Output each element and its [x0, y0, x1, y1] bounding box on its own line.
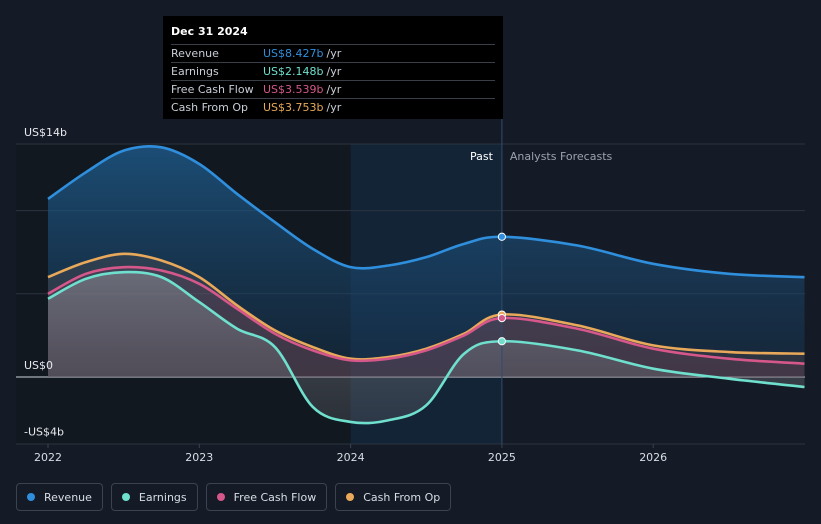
legend-item-revenue[interactable]: Revenue: [16, 483, 103, 511]
revenue-line: [47, 145, 805, 279]
legend-item-earnings[interactable]: Earnings: [110, 483, 198, 511]
cash-from-op-line: [47, 252, 805, 361]
tooltip-unit: /yr: [326, 47, 342, 60]
legend-dot-icon: [121, 493, 130, 501]
earnings-area: [48, 272, 805, 424]
legend-item-cash-from-op[interactable]: Cash From Op: [335, 483, 452, 511]
tooltip-row-revenue: Revenue US$8.427b /yr: [171, 44, 495, 62]
tooltip-unit: /yr: [326, 101, 342, 114]
tooltip-date: Dec 31 2024: [171, 25, 248, 38]
tooltip-label: Cash From Op: [171, 101, 249, 114]
tooltip-value: US$3.753b: [263, 101, 324, 114]
chart-legend: Revenue Earnings Free Cash Flow Cash Fro…: [16, 483, 452, 511]
forecast-label: Analysts Forecasts: [510, 150, 613, 163]
y-tick-label: -US$4b: [24, 426, 64, 439]
legend-label: Revenue: [44, 490, 92, 504]
tooltip-row-earnings: Earnings US$2.148b /yr: [171, 62, 495, 80]
tooltip-value: US$3.539b: [263, 83, 324, 96]
y-tick-label: US$0: [24, 359, 53, 372]
x-tick-label: 2022: [34, 451, 62, 464]
tooltip-row-cash-from-op: Cash From Op US$3.753b /yr: [171, 98, 495, 116]
tooltip-label: Revenue: [171, 47, 219, 60]
data-tooltip: Dec 31 2024 Revenue US$8.427b /yr Earnin…: [163, 16, 503, 119]
legend-label: Earnings: [138, 490, 187, 504]
x-tick-label: 2023: [185, 451, 213, 464]
legend-dot-icon: [346, 493, 355, 501]
legend-dot-icon: [27, 493, 35, 501]
earnings-marker: [497, 337, 506, 346]
tooltip-value: US$2.148b: [263, 65, 324, 78]
y-tick-label: US$14b: [24, 126, 67, 139]
revenue-marker: [497, 232, 506, 241]
tooltip-label: Earnings: [171, 65, 219, 78]
legend-label: Free Cash Flow: [233, 490, 317, 504]
free-cash-flow-line: [47, 265, 805, 365]
tooltip-unit: /yr: [326, 65, 342, 78]
tooltip-row-free-cash-flow: Free Cash Flow US$3.539b /yr: [171, 80, 495, 98]
legend-label: Cash From Op: [363, 490, 441, 504]
x-tick-label: 2025: [488, 451, 516, 464]
past-label: Past: [470, 150, 494, 163]
earnings-line: [47, 270, 805, 425]
x-tick-label: 2024: [337, 451, 365, 464]
x-tick-label: 2026: [639, 451, 667, 464]
legend-item-free-cash-flow[interactable]: Free Cash Flow: [205, 483, 328, 511]
revenue-area: [48, 146, 805, 377]
legend-dot-icon: [216, 493, 225, 501]
tooltip-value: US$8.427b: [263, 47, 324, 60]
free-cash-flow-marker: [497, 314, 506, 323]
tooltip-label: Free Cash Flow: [171, 83, 254, 96]
tooltip-unit: /yr: [326, 83, 342, 96]
line-chart: US$14b US$0 -US$4b 2022 2023 2024 2025 2026 Past…: [16, 118, 805, 464]
